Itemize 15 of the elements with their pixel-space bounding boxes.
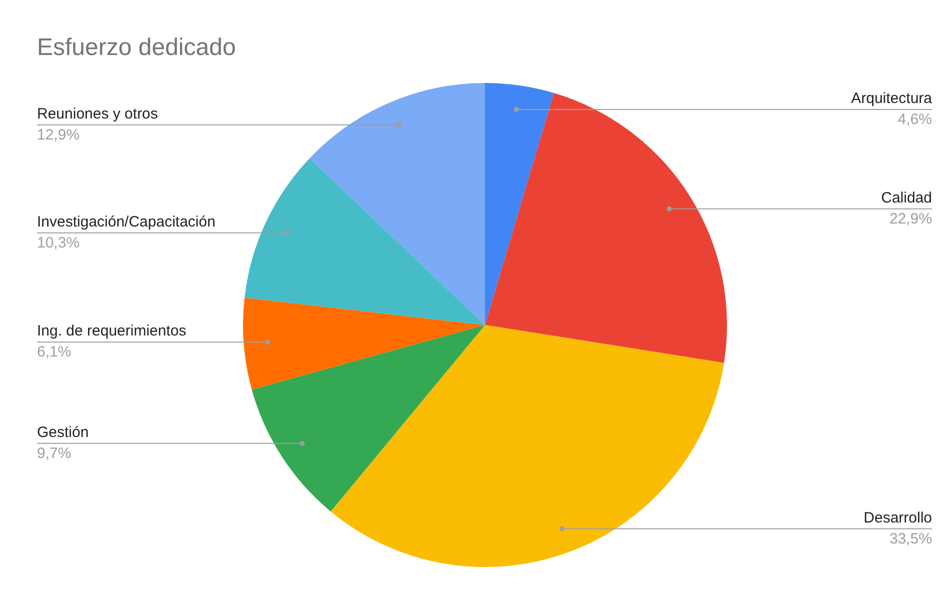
chart-title: Esfuerzo dedicado bbox=[37, 34, 236, 62]
data-label: 9,7% bbox=[37, 445, 72, 462]
slice-label: Reuniones y otros bbox=[37, 105, 158, 122]
data-label: 22,9% bbox=[889, 210, 932, 228]
slice-label: Gestión bbox=[37, 424, 89, 442]
data-label: 6,1% bbox=[37, 344, 72, 361]
data-label: 10,3% bbox=[37, 234, 80, 252]
slice-label: Arquitectura bbox=[851, 90, 933, 108]
slice-label: Desarrollo bbox=[864, 509, 932, 526]
data-label: 12,9% bbox=[37, 126, 80, 144]
data-label: 33,5% bbox=[889, 530, 932, 548]
slice-label: Ing. de requerimientos bbox=[37, 322, 186, 340]
slice-label: Investigación/Capacitación bbox=[37, 214, 216, 231]
slice-label: Calidad bbox=[881, 190, 932, 207]
data-label: 4,6% bbox=[898, 111, 932, 128]
